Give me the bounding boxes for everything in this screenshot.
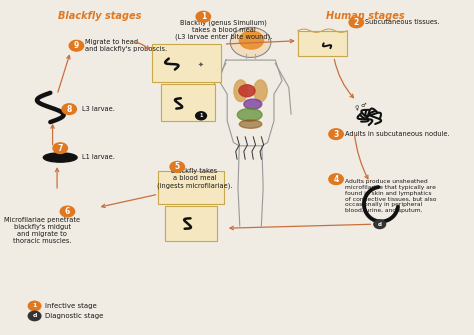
Text: Adults produce unsheathed
microfilariae that typically are
found in skin and lym: Adults produce unsheathed microfilariae … (345, 179, 437, 213)
Circle shape (196, 112, 207, 120)
Text: Human stages: Human stages (326, 11, 405, 21)
Text: 9: 9 (74, 41, 79, 50)
Text: 4: 4 (333, 175, 339, 184)
Circle shape (329, 174, 343, 185)
Text: d: d (378, 222, 382, 227)
Text: Microfilariae penetrate
blackfly's midgut
and migrate to
thoracic muscles.: Microfilariae penetrate blackfly's midgu… (4, 217, 80, 244)
Ellipse shape (239, 120, 262, 128)
Circle shape (230, 27, 271, 57)
Text: d: d (32, 314, 37, 319)
Text: Subcutaneous tissues.: Subcutaneous tissues. (365, 19, 440, 25)
Circle shape (60, 206, 74, 217)
Ellipse shape (244, 99, 262, 109)
Text: 2: 2 (354, 18, 359, 27)
Text: Migrate to head
and blackfly's proboscis.: Migrate to head and blackfly's proboscis… (85, 39, 167, 52)
Circle shape (196, 11, 210, 22)
Text: ✦: ✦ (198, 62, 204, 68)
Text: ♀: ♀ (354, 106, 359, 111)
Text: Diagnostic stage: Diagnostic stage (45, 313, 103, 319)
Text: ♂: ♂ (361, 104, 366, 109)
Circle shape (69, 41, 83, 51)
Circle shape (53, 143, 67, 153)
Text: 1: 1 (32, 304, 37, 309)
Circle shape (239, 31, 264, 49)
FancyBboxPatch shape (152, 44, 221, 82)
Text: 6: 6 (65, 207, 70, 216)
Circle shape (62, 104, 76, 115)
FancyBboxPatch shape (158, 171, 224, 204)
Text: Adults in subcutaneous nodule.: Adults in subcutaneous nodule. (345, 131, 450, 137)
Circle shape (329, 129, 343, 139)
Ellipse shape (254, 80, 267, 102)
Text: 5: 5 (174, 162, 180, 171)
Text: Blackfly takes
a blood meal
(ingests microfilariae).: Blackfly takes a blood meal (ingests mic… (156, 168, 232, 189)
Ellipse shape (43, 153, 77, 162)
FancyBboxPatch shape (165, 206, 217, 241)
Text: 8: 8 (66, 105, 72, 114)
FancyBboxPatch shape (161, 84, 215, 121)
Circle shape (239, 85, 255, 97)
Text: Blackfly stages: Blackfly stages (58, 11, 142, 21)
Text: 1: 1 (201, 12, 206, 21)
Circle shape (28, 311, 41, 321)
Circle shape (349, 17, 364, 28)
Text: 1: 1 (200, 113, 203, 118)
Circle shape (170, 161, 184, 172)
Ellipse shape (237, 109, 262, 121)
Text: L3 larvae.: L3 larvae. (82, 106, 115, 112)
Text: Infective stage: Infective stage (45, 303, 97, 309)
FancyBboxPatch shape (298, 31, 347, 56)
Text: L1 larvae.: L1 larvae. (82, 154, 115, 160)
Text: 3: 3 (333, 130, 339, 139)
Text: 7: 7 (57, 144, 63, 153)
Text: Blackfly (genus Simulium)
takes a blood meal
(L3 larvae enter bite wound).: Blackfly (genus Simulium) takes a blood … (175, 19, 272, 40)
Circle shape (374, 220, 385, 228)
Circle shape (28, 301, 41, 311)
Ellipse shape (234, 80, 247, 102)
